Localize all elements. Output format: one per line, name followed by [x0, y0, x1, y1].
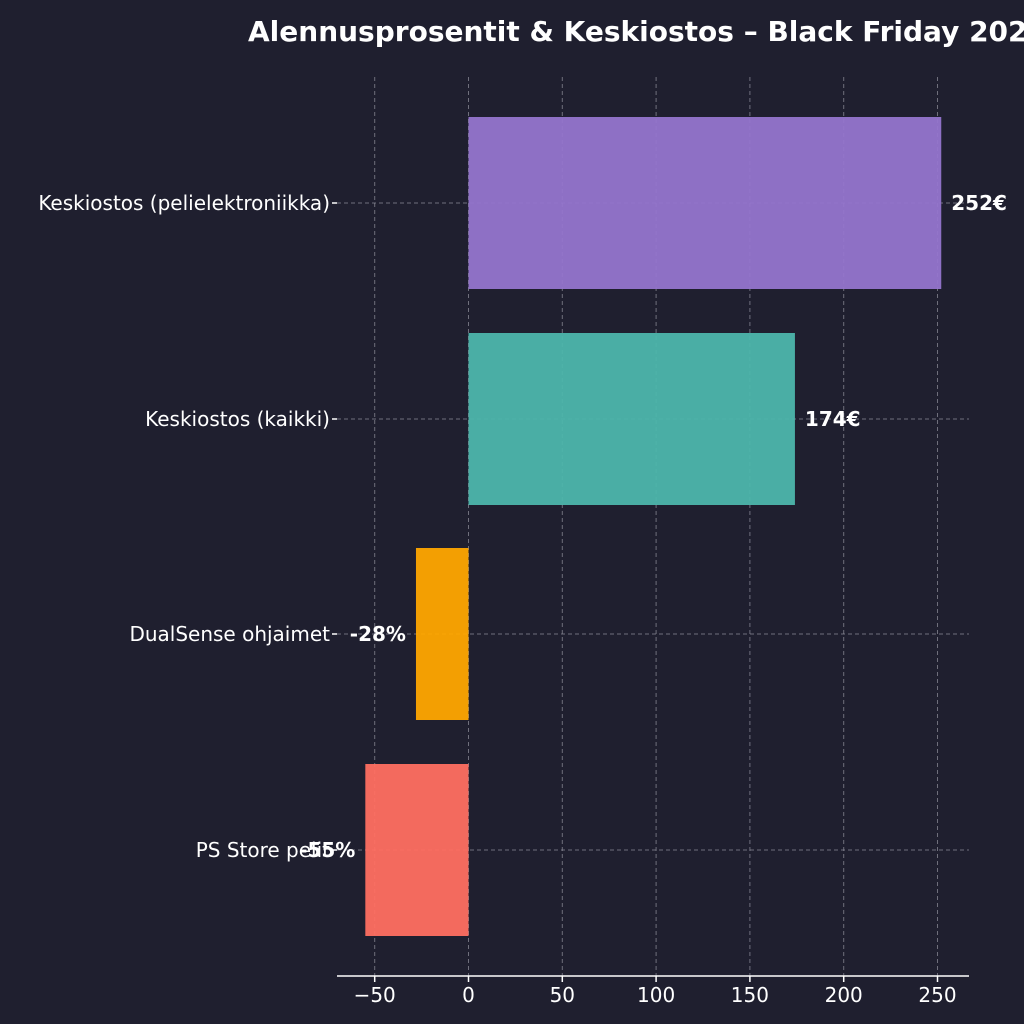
- value-label-2: -28%: [350, 622, 406, 646]
- y-tick-label-2: DualSense ohjaimet: [129, 622, 330, 646]
- y-tick-label-1: Keskiostos (kaikki): [145, 407, 330, 431]
- value-label-3: -55%: [299, 838, 355, 862]
- bar-layer: [365, 117, 942, 936]
- y-tick-label-3: PS Store pelit: [196, 838, 330, 862]
- y-tick-label-0: Keskiostos (pelielektroniikka): [38, 191, 330, 215]
- x-tick-label-3: 100: [637, 983, 675, 1007]
- x-tick-label-6: 250: [918, 983, 956, 1007]
- value-label-0: 252€: [951, 191, 1007, 215]
- x-tick-label-4: 150: [731, 983, 769, 1007]
- x-tick-label-1: 0: [462, 983, 475, 1007]
- bar-3: [365, 764, 469, 936]
- axis-layer: −50 0 50 100 150 200 250 Keskiostos (pelielektr…: [38, 191, 969, 1007]
- x-tick-label-5: 200: [825, 983, 863, 1007]
- x-tick-label-2: 50: [550, 983, 575, 1007]
- label-layer: 252€ 174€ -28% -55%: [299, 191, 1007, 862]
- bar-1: [468, 333, 795, 505]
- value-label-1: 174€: [805, 407, 861, 431]
- bar-0: [468, 117, 942, 289]
- bar-2: [415, 548, 469, 720]
- chart-title: Alennusprosentit & Keskiostos – Black Fr…: [248, 15, 1024, 48]
- x-tick-label-0: −50: [354, 983, 396, 1007]
